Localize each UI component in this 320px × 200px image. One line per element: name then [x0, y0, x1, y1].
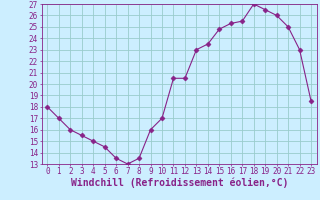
X-axis label: Windchill (Refroidissement éolien,°C): Windchill (Refroidissement éolien,°C) [70, 178, 288, 188]
